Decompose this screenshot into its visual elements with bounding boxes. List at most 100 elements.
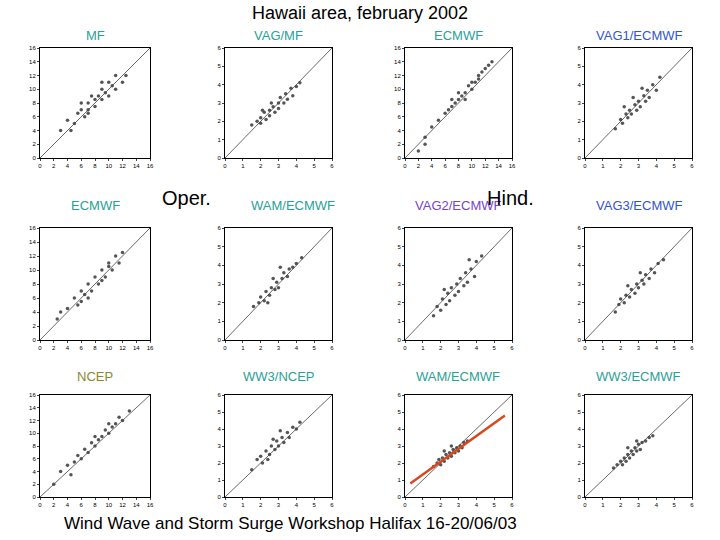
svg-text:12: 12 — [119, 502, 126, 508]
svg-text:4: 4 — [655, 502, 659, 508]
svg-text:Wind Wave and Storm Surge Work: Wind Wave and Storm Surge Workshop Halif… — [64, 514, 517, 533]
svg-text:1: 1 — [397, 318, 401, 324]
svg-text:16: 16 — [394, 45, 401, 51]
svg-text:1: 1 — [241, 163, 245, 169]
svg-text:6: 6 — [80, 502, 84, 508]
svg-text:Hawaii area, february 2002: Hawaii area, february 2002 — [252, 3, 468, 23]
svg-text:3: 3 — [397, 443, 401, 449]
svg-text:16: 16 — [147, 345, 154, 351]
svg-text:8: 8 — [457, 163, 461, 169]
svg-text:14: 14 — [133, 345, 140, 351]
svg-text:0: 0 — [38, 345, 42, 351]
svg-text:3: 3 — [577, 100, 581, 106]
svg-text:4: 4 — [397, 128, 401, 134]
svg-text:0: 0 — [397, 155, 401, 161]
svg-text:2: 2 — [259, 163, 263, 169]
svg-text:16: 16 — [29, 45, 36, 51]
svg-text:8: 8 — [32, 100, 36, 106]
svg-text:14: 14 — [29, 405, 36, 411]
svg-text:4: 4 — [655, 345, 659, 351]
svg-text:6: 6 — [217, 392, 221, 398]
svg-text:1: 1 — [577, 477, 581, 483]
svg-text:6: 6 — [217, 45, 221, 51]
svg-text:6: 6 — [80, 345, 84, 351]
svg-text:2: 2 — [397, 300, 401, 306]
svg-text:NCEP: NCEP — [77, 369, 113, 384]
svg-text:0: 0 — [32, 337, 36, 343]
svg-text:4: 4 — [295, 502, 299, 508]
svg-text:6: 6 — [577, 45, 581, 51]
svg-text:0: 0 — [217, 337, 221, 343]
svg-text:WW3/NCEP: WW3/NCEP — [243, 369, 315, 384]
svg-text:3: 3 — [277, 502, 281, 508]
svg-text:4: 4 — [32, 128, 36, 134]
svg-text:WW3/ECMWF: WW3/ECMWF — [596, 369, 681, 384]
svg-text:6: 6 — [330, 345, 334, 351]
svg-text:0: 0 — [217, 494, 221, 500]
svg-text:0: 0 — [223, 163, 227, 169]
svg-text:10: 10 — [469, 163, 476, 169]
svg-text:5: 5 — [312, 163, 316, 169]
svg-text:6: 6 — [32, 456, 36, 462]
svg-text:5: 5 — [312, 345, 316, 351]
svg-text:1: 1 — [577, 318, 581, 324]
svg-text:5: 5 — [672, 345, 676, 351]
svg-text:3: 3 — [577, 281, 581, 287]
svg-text:0: 0 — [403, 163, 407, 169]
svg-text:2: 2 — [397, 460, 401, 466]
svg-text:14: 14 — [133, 502, 140, 508]
svg-text:4: 4 — [66, 502, 70, 508]
svg-text:6: 6 — [690, 345, 694, 351]
svg-text:2: 2 — [439, 345, 443, 351]
svg-text:VAG2/ECMWF: VAG2/ECMWF — [415, 198, 501, 213]
svg-text:14: 14 — [29, 59, 36, 65]
svg-text:12: 12 — [482, 163, 489, 169]
svg-text:0: 0 — [583, 502, 587, 508]
svg-text:3: 3 — [637, 345, 641, 351]
svg-text:2: 2 — [259, 345, 263, 351]
svg-text:4: 4 — [475, 345, 479, 351]
svg-text:5: 5 — [397, 244, 401, 250]
svg-text:0: 0 — [583, 163, 587, 169]
svg-text:4: 4 — [32, 469, 36, 475]
svg-text:1: 1 — [241, 345, 245, 351]
svg-text:1: 1 — [217, 477, 221, 483]
svg-text:WAM/ECMWF: WAM/ECMWF — [416, 369, 500, 384]
svg-text:0: 0 — [32, 155, 36, 161]
svg-text:10: 10 — [394, 86, 401, 92]
svg-text:2: 2 — [577, 300, 581, 306]
svg-text:12: 12 — [119, 345, 126, 351]
svg-text:4: 4 — [577, 82, 581, 88]
svg-text:16: 16 — [147, 502, 154, 508]
svg-text:2: 2 — [397, 141, 401, 147]
svg-text:3: 3 — [637, 502, 641, 508]
svg-text:4: 4 — [430, 163, 434, 169]
svg-text:8: 8 — [93, 163, 97, 169]
svg-text:4: 4 — [217, 426, 221, 432]
svg-text:6: 6 — [330, 163, 334, 169]
svg-text:16: 16 — [29, 225, 36, 231]
svg-text:0: 0 — [38, 502, 42, 508]
svg-text:2: 2 — [52, 163, 56, 169]
svg-text:5: 5 — [672, 502, 676, 508]
svg-text:4: 4 — [397, 426, 401, 432]
svg-text:3: 3 — [217, 443, 221, 449]
svg-text:10: 10 — [29, 86, 36, 92]
svg-text:12: 12 — [119, 163, 126, 169]
svg-text:5: 5 — [672, 163, 676, 169]
svg-text:5: 5 — [312, 502, 316, 508]
svg-text:3: 3 — [217, 281, 221, 287]
svg-text:5: 5 — [577, 244, 581, 250]
svg-text:0: 0 — [32, 494, 36, 500]
svg-text:0: 0 — [397, 337, 401, 343]
svg-text:14: 14 — [495, 163, 502, 169]
svg-text:10: 10 — [29, 430, 36, 436]
svg-text:4: 4 — [217, 82, 221, 88]
svg-text:4: 4 — [295, 163, 299, 169]
svg-text:6: 6 — [690, 163, 694, 169]
svg-text:8: 8 — [32, 281, 36, 287]
svg-text:0: 0 — [403, 345, 407, 351]
svg-text:10: 10 — [105, 345, 112, 351]
svg-text:2: 2 — [439, 502, 443, 508]
svg-text:3: 3 — [457, 345, 461, 351]
